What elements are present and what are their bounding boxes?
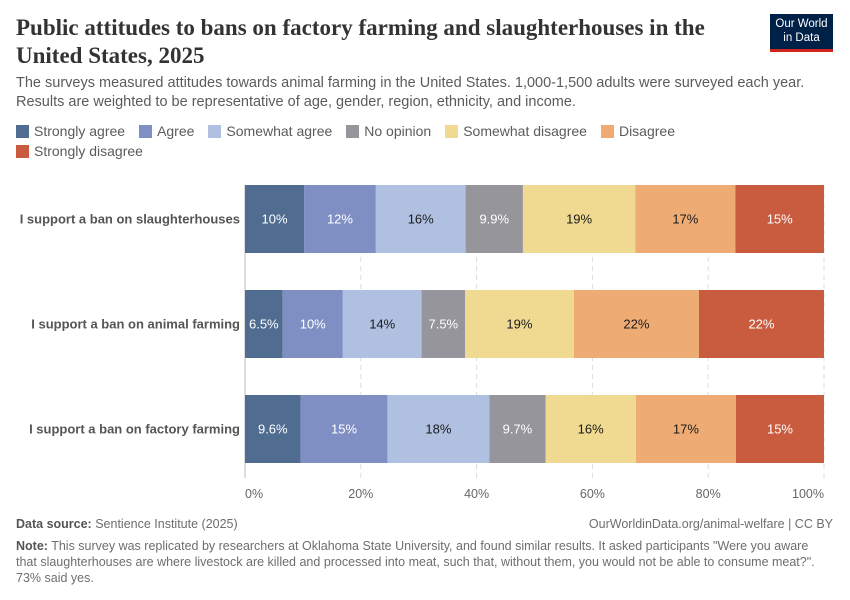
- bar-segment: [342, 290, 422, 358]
- legend-label: Agree: [157, 123, 195, 139]
- category-label: I support a ban on slaughterhouses: [20, 212, 240, 227]
- source-text[interactable]: Sentience Institute (2025): [95, 517, 238, 531]
- chart-subtitle: The surveys measured attitudes towards a…: [16, 75, 805, 110]
- legend-swatch: [139, 124, 153, 138]
- note-label: Note:: [16, 539, 48, 553]
- legend-swatch: [208, 124, 222, 138]
- data-label: 16%: [578, 422, 604, 437]
- bar-segment: [573, 290, 699, 358]
- legend-swatch: [16, 144, 29, 158]
- legend-label: Strongly disagree: [34, 143, 143, 159]
- data-label: 9.6%: [258, 422, 288, 437]
- data-label: 15%: [767, 212, 793, 227]
- bar-segment: [465, 185, 523, 253]
- logo-line2: in Data: [783, 32, 820, 44]
- data-label: 19%: [566, 212, 592, 227]
- source-label: Data source:: [16, 517, 92, 531]
- data-label: 17%: [672, 212, 698, 227]
- legend-swatch: [346, 124, 360, 138]
- legend-label: Somewhat agree: [226, 123, 333, 139]
- x-tick-label: 80%: [696, 487, 721, 501]
- bar-segment: [282, 290, 343, 358]
- data-label: 9.7%: [503, 422, 533, 437]
- bar-segment: [387, 395, 490, 463]
- data-label: 17%: [673, 422, 699, 437]
- legend-swatch: [445, 124, 459, 138]
- legend-swatch: [16, 124, 29, 138]
- bar-segment: [545, 395, 636, 463]
- legend-label: Strongly agree: [34, 123, 126, 139]
- x-tick-label: 60%: [580, 487, 605, 501]
- note: Note: This survey was replicated by rese…: [16, 538, 816, 586]
- data-label: 12%: [327, 212, 353, 227]
- bar-segment: [698, 290, 824, 358]
- bar-segment: [489, 395, 546, 463]
- x-tick-label: 40%: [464, 487, 489, 501]
- data-label: 22%: [748, 317, 774, 332]
- data-label: 6.5%: [249, 317, 279, 332]
- legend-item[interactable]: Disagree: [600, 123, 675, 139]
- data-label: 14%: [369, 317, 395, 332]
- chart-title: Public attitudes to bans on factory farm…: [16, 15, 705, 68]
- bar-segment: [735, 395, 824, 463]
- bar-segment: [465, 290, 574, 358]
- legend-item[interactable]: Somewhat agree: [208, 123, 332, 139]
- license-link[interactable]: OurWorldinData.org/animal-welfare | CC B…: [588, 517, 833, 531]
- bar-segment: [300, 395, 388, 463]
- x-tick-label: 0%: [245, 487, 263, 501]
- owid-logo[interactable]: Our World in Data: [770, 14, 833, 52]
- legend-item[interactable]: No opinion: [346, 123, 431, 139]
- legend-item[interactable]: Strongly disagree: [16, 143, 143, 159]
- data-label: 22%: [623, 317, 649, 332]
- bar-segment: [375, 185, 466, 253]
- data-label: 15%: [331, 422, 357, 437]
- bar-segment: [522, 185, 636, 253]
- data-label: 18%: [425, 422, 451, 437]
- bar-segment: [635, 185, 736, 253]
- data-label: 10%: [300, 317, 326, 332]
- legend-item[interactable]: Somewhat disagree: [445, 123, 587, 139]
- category-label: I support a ban on factory farming: [29, 422, 240, 437]
- legend-label: Disagree: [618, 123, 675, 139]
- data-source: Data source: Sentience Institute (2025): [16, 517, 238, 531]
- x-tick-label: 100%: [792, 487, 824, 501]
- data-label: 7.5%: [428, 317, 458, 332]
- legend-swatch: [600, 124, 614, 138]
- bar-segment: [245, 185, 305, 253]
- category-label: I support a ban on animal farming: [31, 317, 240, 332]
- legend-label: No opinion: [364, 123, 432, 139]
- legend: Strongly agree Agree Somewhat agree No opin…: [16, 123, 716, 159]
- data-label: 15%: [767, 422, 793, 437]
- x-tick-label: 20%: [348, 487, 373, 501]
- legend-item[interactable]: Agree: [139, 123, 194, 139]
- bar-segment: [304, 185, 376, 253]
- note-text: This survey was replicated by researcher…: [16, 539, 815, 585]
- data-label: 19%: [506, 317, 532, 332]
- legend-label: Somewhat disagree: [463, 123, 587, 139]
- bar-segment: [735, 185, 824, 253]
- logo-line1: Our World: [775, 18, 828, 30]
- data-label: 16%: [408, 212, 434, 227]
- bar-segment: [245, 290, 283, 358]
- data-label: 10%: [262, 212, 288, 227]
- bar-segment: [635, 395, 736, 463]
- legend-item[interactable]: Strongly agree: [16, 123, 125, 139]
- bar-segment: [421, 290, 466, 358]
- data-label: 9.9%: [479, 212, 509, 227]
- bar-segment: [245, 395, 301, 463]
